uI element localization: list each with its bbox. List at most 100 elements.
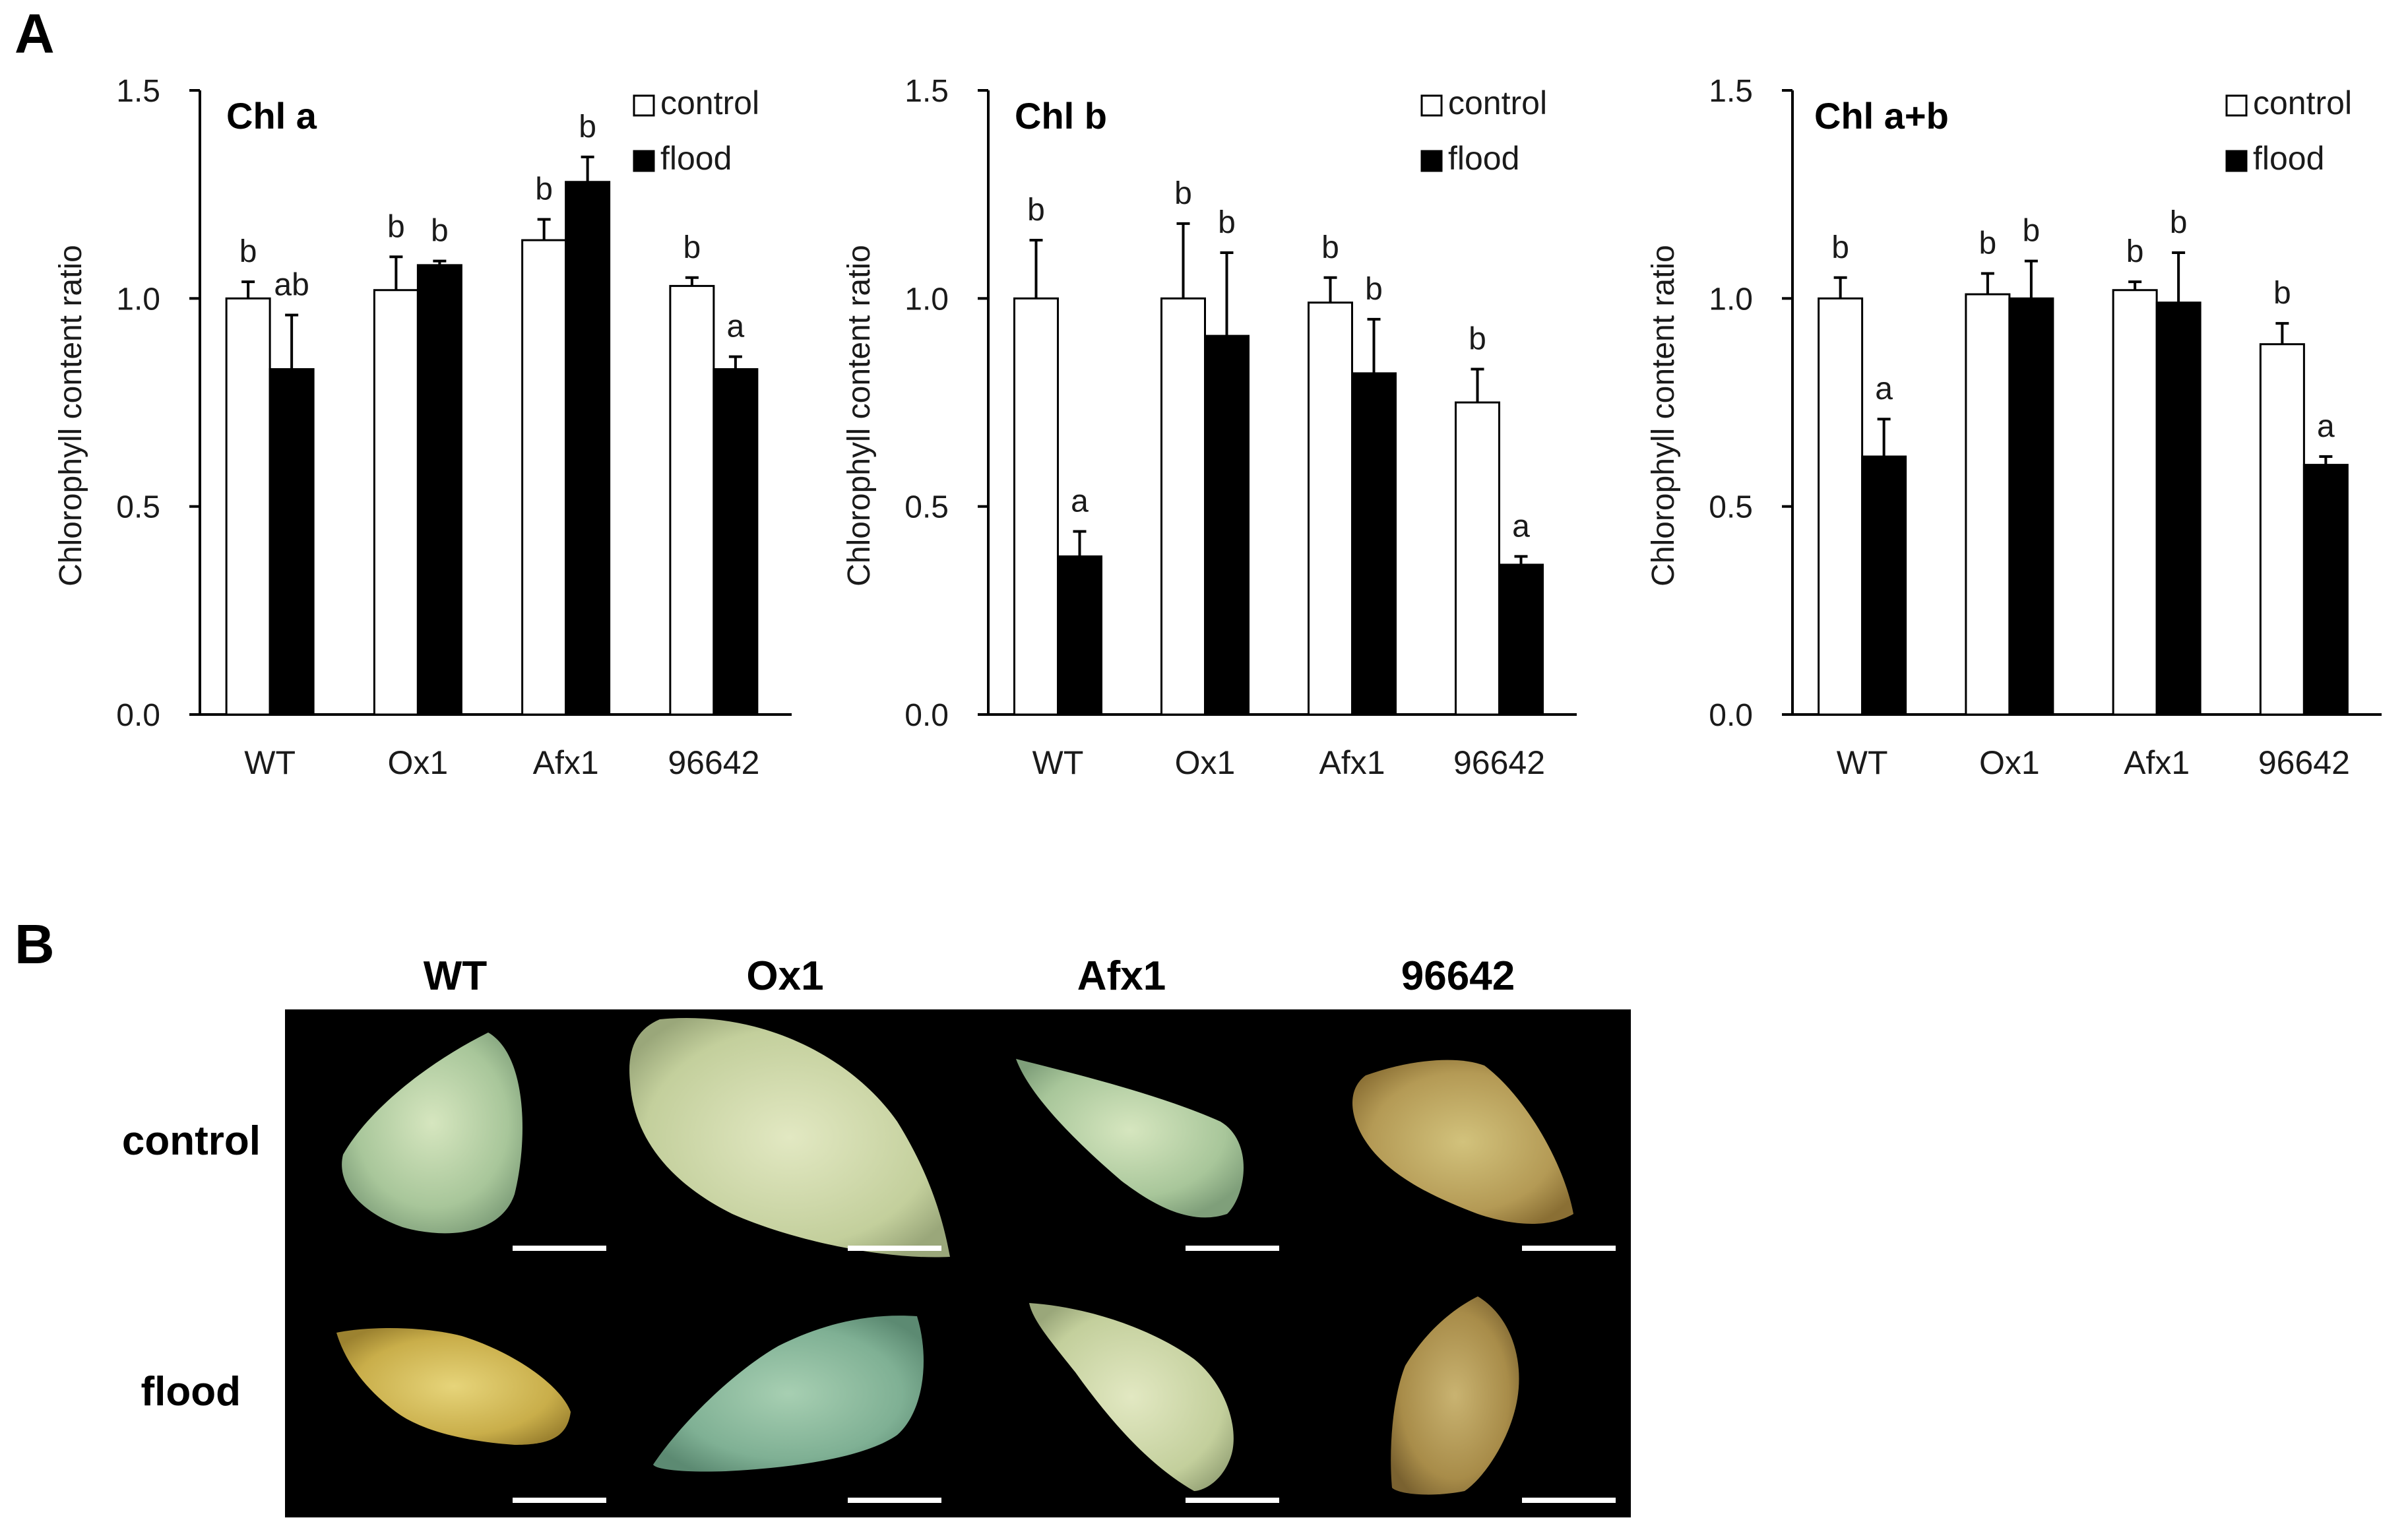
y-axis-title: Chlorophyll content ratio [1646, 245, 1681, 587]
leaf-photo-wt-control [342, 1033, 523, 1234]
significance-label-control-96642: b [1469, 322, 1486, 357]
bar-control-Ox1 [1965, 293, 2011, 716]
photo-column-label-wt: WT [424, 953, 488, 999]
legend-label-flood: flood [660, 140, 732, 177]
bar-flood-96642 [1498, 563, 1544, 716]
photo-column-label-afx1: Afx1 [1077, 953, 1166, 999]
x-tick-label: Ox1 [388, 744, 449, 781]
x-tick-label: Afx1 [1319, 744, 1385, 781]
legend-label-control: control [1448, 84, 1547, 121]
significance-label-flood-WT: ab [274, 268, 309, 303]
bar-flood-96642 [2302, 464, 2349, 716]
significance-label-control-Ox1: b [387, 209, 405, 244]
legend-label-control: control [660, 84, 759, 121]
significance-label-control-Afx1: b [535, 172, 553, 207]
bar-flood-Afx1 [2155, 302, 2202, 716]
significance-label-control-96642: b [2273, 276, 2291, 311]
x-tick-label: 96642 [2258, 744, 2350, 781]
scale-bar [1522, 1246, 1616, 1251]
bar-control-Afx1 [2112, 289, 2158, 716]
panel-label-b: B [15, 913, 55, 975]
photo-row-label-flood: flood [141, 1369, 241, 1415]
bar-control-96642 [2259, 343, 2305, 716]
legend-swatch-flood [1420, 150, 1443, 172]
x-tick-label: Ox1 [1979, 744, 2040, 781]
leaf-photo-ox1-flood [653, 1316, 924, 1472]
chart-title: Chl a+b [1814, 95, 1949, 137]
bar-flood-Ox1 [2008, 297, 2054, 716]
significance-label-flood-WT: a [1071, 484, 1089, 519]
legend-label-control: control [2253, 84, 2352, 121]
bar-control-Ox1 [373, 289, 419, 716]
significance-label-flood-96642: a [2317, 409, 2335, 444]
y-tick-label: 1.5 [1709, 74, 1753, 109]
x-tick-label: Ox1 [1175, 744, 1236, 781]
y-tick-label: 1.0 [1709, 282, 1753, 317]
chart-chl-a: 0.0 0.5 1.0 1.5 Chlorophyll content ratio Chl… [53, 74, 792, 781]
bar-flood-Ox1 [1204, 334, 1250, 716]
leaf-photo-afx1-control [1016, 1059, 1244, 1218]
significance-label-control-Ox1: b [1174, 176, 1192, 211]
x-tick-label: WT [244, 744, 296, 781]
x-tick-label: Afx1 [2124, 744, 2190, 781]
leaf-photo-afx1-flood [1029, 1303, 1234, 1491]
legend-swatch-flood [633, 150, 655, 172]
significance-label-control-WT: b [1027, 193, 1045, 228]
y-tick-label: 0.0 [1709, 698, 1753, 733]
bar-flood-96642 [713, 368, 759, 716]
scale-bar [848, 1498, 941, 1503]
leaf-photo-wt-flood [336, 1328, 571, 1445]
y-tick-label: 1.5 [116, 74, 160, 109]
significance-label-control-Afx1: b [2126, 234, 2144, 269]
significance-label-flood-Ox1: b [1218, 205, 1236, 240]
bar-flood-WT [269, 368, 315, 716]
scale-bar [1522, 1498, 1616, 1503]
y-axis-title: Chlorophyll content ratio [842, 245, 877, 587]
bar-control-96642 [1455, 401, 1500, 716]
legend-swatch-flood [2225, 150, 2248, 172]
bar-flood-Ox1 [416, 264, 462, 716]
x-tick-label: 96642 [1453, 744, 1545, 781]
significance-label-flood-96642: a [727, 309, 745, 344]
legend-swatch-control [633, 94, 655, 117]
bar-control-Ox1 [1160, 297, 1206, 716]
x-tick-label: WT [1837, 744, 1888, 781]
legend-label-flood: flood [1448, 140, 1519, 177]
y-tick-label: 1.0 [116, 282, 160, 317]
y-tick-label: 0.0 [116, 698, 160, 733]
bar-control-WT [1013, 297, 1059, 716]
chart-chl-a-plus-b: 0.0 0.5 1.0 1.5 Chlorophyll content ratio Chl… [1646, 74, 2382, 781]
scale-bar [513, 1498, 606, 1503]
scale-bar [1186, 1498, 1279, 1503]
scale-bar [513, 1246, 606, 1251]
legend-swatch-control [1420, 94, 1443, 117]
bar-control-WT [225, 297, 271, 716]
significance-label-flood-WT: a [1875, 371, 1893, 406]
bar-flood-Afx1 [565, 181, 611, 716]
x-tick-label: 96642 [668, 744, 759, 781]
leaf-photo-ox1-control [629, 1017, 950, 1257]
significance-label-control-WT: b [239, 234, 257, 269]
significance-label-flood-Ox1: b [431, 214, 449, 249]
y-tick-label: 0.5 [1709, 490, 1753, 525]
photo-column-label-ox1: Ox1 [746, 953, 823, 999]
significance-label-flood-Afx1: b [579, 110, 596, 144]
y-tick-label: 0.0 [904, 698, 949, 733]
y-tick-label: 1.5 [904, 74, 949, 109]
bar-flood-WT [1861, 455, 1907, 716]
significance-label-control-96642: b [683, 230, 701, 265]
significance-label-flood-Ox1: b [2023, 214, 2041, 249]
significance-label-flood-96642: a [1512, 509, 1530, 544]
significance-label-flood-Afx1: b [1365, 272, 1383, 307]
y-tick-label: 1.0 [904, 282, 949, 317]
x-tick-label: WT [1032, 744, 1084, 781]
bar-flood-Afx1 [1351, 372, 1397, 716]
y-axis-title: Chlorophyll content ratio [53, 245, 88, 587]
significance-label-flood-Afx1: b [2170, 205, 2188, 240]
photo-row-label-control: control [122, 1118, 261, 1164]
leaf-photo-96642-control [1352, 1060, 1573, 1224]
significance-label-control-WT: b [1831, 230, 1849, 265]
leaf-photo-96642-flood [1391, 1296, 1519, 1495]
legend-label-flood: flood [2253, 140, 2324, 177]
